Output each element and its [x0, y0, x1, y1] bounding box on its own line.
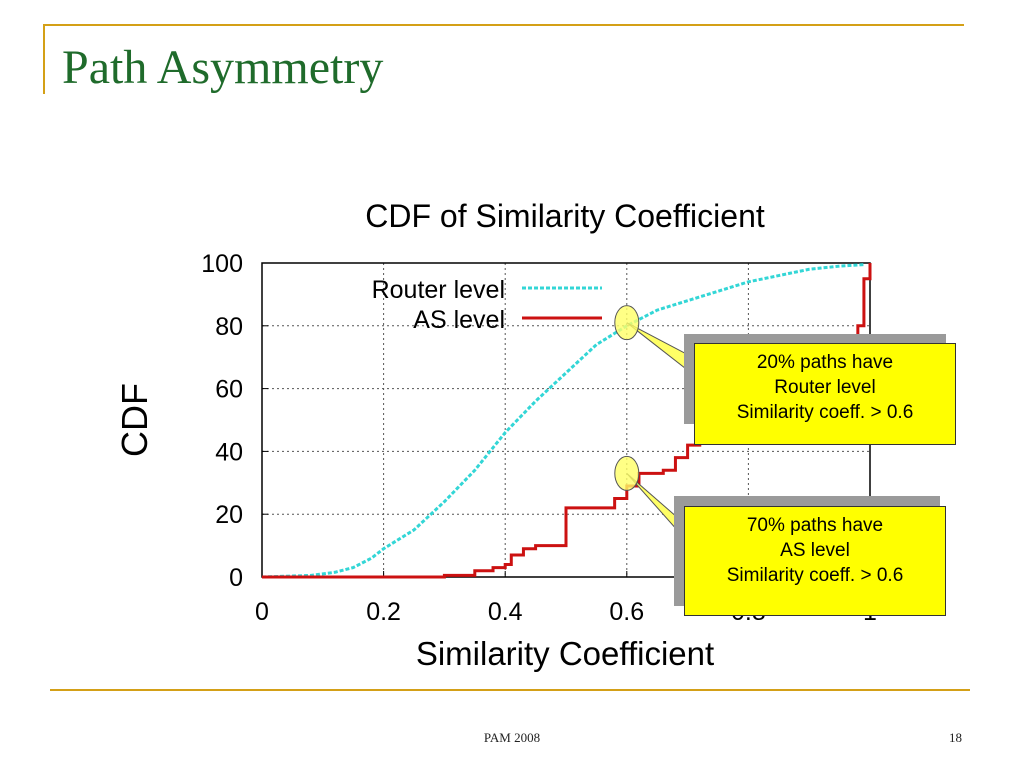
footer-conference: PAM 2008	[483, 730, 541, 745]
callout-router: 20% paths have Router level Similarity c…	[694, 343, 956, 445]
left-rule	[43, 24, 45, 94]
footer-page-number: 18	[949, 730, 962, 745]
y-tick-label: 40	[215, 438, 243, 466]
legend-label: Router level	[372, 276, 505, 304]
callout-as-line-2: AS level	[780, 540, 850, 561]
y-tick-label: 100	[201, 250, 243, 278]
bottom-rule	[50, 689, 970, 691]
callout-as-line-1: 70% paths have	[746, 515, 884, 536]
x-tick-label: 0.6	[609, 598, 644, 626]
legend-label: AS level	[413, 306, 505, 334]
callout-as: 70% paths have AS level Similarity coeff…	[684, 506, 946, 616]
slide-title: Path Asymmetry	[62, 41, 384, 94]
x-tick-label: 0	[255, 598, 269, 626]
y-axis-label: CDF	[114, 383, 155, 457]
x-tick-label: 0.4	[488, 598, 523, 626]
y-tick-label: 20	[215, 501, 243, 529]
series-line-router-level	[261, 263, 865, 579]
callout-router-line-1: 20% paths have	[756, 352, 894, 373]
x-axis-label: Similarity Coefficient	[416, 635, 714, 672]
top-rule	[43, 24, 964, 26]
x-tick-label: 0.2	[366, 598, 401, 626]
highlight-marker	[614, 305, 640, 341]
y-tick-label: 80	[215, 313, 243, 341]
highlight-marker	[614, 455, 640, 491]
callout-router-line-3: Similarity coeff. > 0.6	[736, 402, 914, 423]
callout-as-line-3: Similarity coeff. > 0.6	[726, 565, 904, 586]
y-tick-label: 60	[215, 376, 243, 404]
chart-title: CDF of Similarity Coefficient	[365, 198, 765, 234]
y-tick-label: 0	[229, 564, 243, 592]
callout-router-line-2: Router level	[774, 377, 876, 398]
